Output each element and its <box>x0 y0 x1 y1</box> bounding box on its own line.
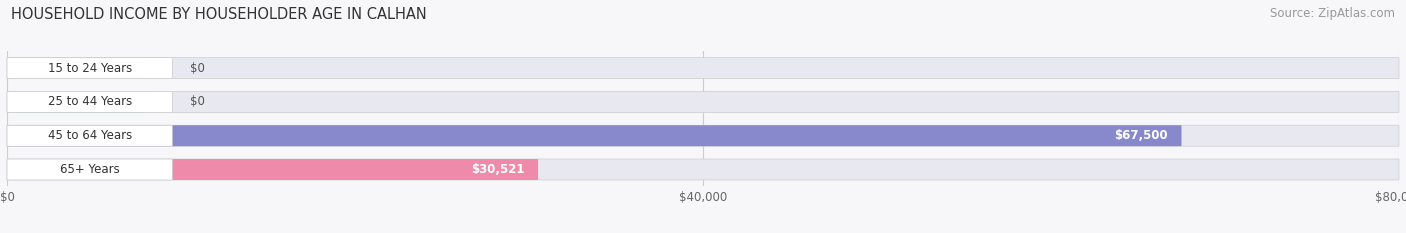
FancyBboxPatch shape <box>7 58 173 79</box>
Text: $30,521: $30,521 <box>471 163 524 176</box>
FancyBboxPatch shape <box>7 125 173 146</box>
FancyBboxPatch shape <box>7 92 1399 112</box>
Text: $67,500: $67,500 <box>1114 129 1167 142</box>
Text: 25 to 44 Years: 25 to 44 Years <box>48 96 132 108</box>
Text: 15 to 24 Years: 15 to 24 Years <box>48 62 132 75</box>
FancyBboxPatch shape <box>7 92 146 112</box>
Text: $0: $0 <box>190 62 205 75</box>
FancyBboxPatch shape <box>7 159 538 180</box>
Text: Source: ZipAtlas.com: Source: ZipAtlas.com <box>1270 7 1395 20</box>
Text: 65+ Years: 65+ Years <box>60 163 120 176</box>
FancyBboxPatch shape <box>7 92 173 112</box>
FancyBboxPatch shape <box>7 58 146 79</box>
FancyBboxPatch shape <box>7 125 1181 146</box>
FancyBboxPatch shape <box>7 159 1399 180</box>
Text: HOUSEHOLD INCOME BY HOUSEHOLDER AGE IN CALHAN: HOUSEHOLD INCOME BY HOUSEHOLDER AGE IN C… <box>11 7 427 22</box>
FancyBboxPatch shape <box>7 159 173 180</box>
FancyBboxPatch shape <box>7 58 1399 79</box>
FancyBboxPatch shape <box>7 125 1399 146</box>
Text: 45 to 64 Years: 45 to 64 Years <box>48 129 132 142</box>
Text: $0: $0 <box>190 96 205 108</box>
